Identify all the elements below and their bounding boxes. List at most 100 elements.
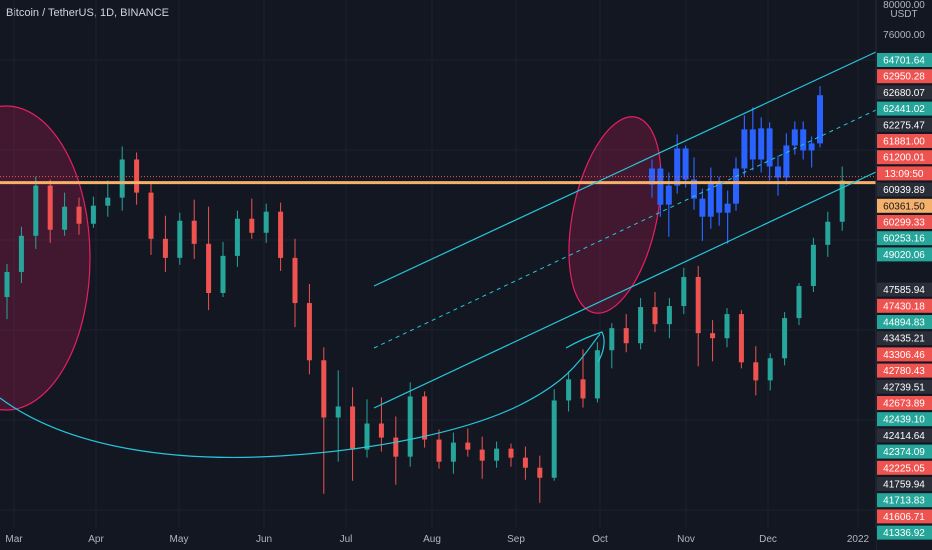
candle bbox=[465, 428, 471, 457]
candle bbox=[436, 429, 442, 469]
candle bbox=[796, 282, 802, 326]
candle bbox=[767, 353, 773, 391]
projection-candle bbox=[707, 167, 714, 229]
price-label: 60361.50 bbox=[877, 198, 932, 213]
price-labels: 64701.64 62950.28 62680.07 62441.02 62275.47… bbox=[877, 53, 932, 540]
price-label: 43435.21 bbox=[877, 331, 932, 346]
time-tick-label: Mar bbox=[5, 534, 23, 545]
candle bbox=[450, 432, 456, 474]
svg-text:41713.83: 41713.83 bbox=[883, 496, 925, 507]
highlight-ellipse-right bbox=[568, 116, 662, 314]
annotations bbox=[0, 51, 877, 458]
price-label: 64701.64 bbox=[877, 53, 932, 67]
price-label: 61881.00 bbox=[877, 134, 932, 148]
candle bbox=[839, 166, 845, 231]
svg-text:13:09:50: 13:09:50 bbox=[885, 169, 924, 180]
svg-text:61200.01: 61200.01 bbox=[883, 153, 925, 164]
projection-series bbox=[649, 86, 823, 244]
candle bbox=[263, 203, 269, 243]
candle bbox=[566, 371, 572, 412]
time-tick-label: Dec bbox=[759, 534, 777, 545]
candle bbox=[393, 416, 399, 485]
candle bbox=[76, 197, 82, 235]
candle bbox=[695, 265, 701, 367]
projection-candle bbox=[724, 190, 731, 244]
time-tick-label: May bbox=[170, 534, 189, 545]
time-tick-label: Aug bbox=[423, 534, 441, 545]
candle bbox=[234, 210, 240, 267]
candle bbox=[479, 436, 485, 479]
price-label: 42439.10 bbox=[877, 412, 932, 427]
candle bbox=[825, 211, 831, 257]
candle bbox=[638, 298, 644, 350]
candle bbox=[292, 238, 298, 328]
candle bbox=[90, 196, 96, 228]
candle bbox=[134, 152, 140, 205]
projection-candle bbox=[817, 86, 823, 148]
price-label: 41336.92 bbox=[877, 525, 932, 540]
highlight-ellipse-left bbox=[0, 105, 91, 411]
price-label: 42374.09 bbox=[877, 444, 932, 459]
svg-text:42374.09: 42374.09 bbox=[883, 447, 925, 458]
price-label: 41759.94 bbox=[877, 477, 932, 491]
time-axis[interactable]: Mar Apr May Jun Jul Aug Sep Oct Nov Dec 2022 bbox=[0, 528, 876, 550]
price-label: 47585.94 bbox=[877, 282, 932, 297]
svg-text:61881.00: 61881.00 bbox=[883, 137, 925, 148]
candle bbox=[724, 308, 730, 348]
time-tick-label: Oct bbox=[592, 534, 608, 545]
svg-text:47585.94: 47585.94 bbox=[883, 285, 925, 296]
price-label: 62441.02 bbox=[877, 101, 932, 116]
price-label: 41713.83 bbox=[877, 493, 932, 508]
hand-drawn-arrow bbox=[565, 331, 605, 363]
candle bbox=[422, 391, 428, 448]
svg-text:42673.89: 42673.89 bbox=[883, 399, 925, 410]
svg-text:42414.64: 42414.64 bbox=[883, 431, 925, 442]
projection-candle bbox=[775, 155, 781, 196]
candle bbox=[364, 399, 370, 458]
svg-text:42225.05: 42225.05 bbox=[883, 463, 925, 474]
price-label: 60253.16 bbox=[877, 231, 932, 246]
price-label: 61200.01 bbox=[877, 150, 932, 165]
price-label: 42225.05 bbox=[877, 460, 932, 475]
price-axis[interactable]: 80000.00 USDT 76000.00 64701.6462950.286… bbox=[875, 0, 932, 550]
price-label: 41606.71 bbox=[877, 509, 932, 524]
candle bbox=[33, 176, 39, 249]
price-label: 62680.07 bbox=[877, 85, 932, 100]
candle bbox=[407, 382, 413, 467]
candle bbox=[18, 226, 24, 283]
candle bbox=[378, 397, 384, 452]
price-label: 60939.89 bbox=[877, 182, 932, 197]
price-label: 60299.33 bbox=[877, 215, 932, 229]
svg-text:47430.18: 47430.18 bbox=[883, 301, 925, 312]
candle bbox=[623, 314, 629, 353]
projection-candle bbox=[657, 165, 664, 217]
svg-text:60939.89: 60939.89 bbox=[883, 185, 925, 196]
candle bbox=[220, 241, 226, 298]
candle bbox=[508, 443, 514, 467]
time-tick-2022: 2022 bbox=[847, 534, 870, 545]
svg-text:41336.92: 41336.92 bbox=[883, 528, 925, 539]
time-tick-label: Jun bbox=[256, 534, 272, 545]
time-tick-label: Apr bbox=[88, 534, 104, 545]
symbol-title: Bitcoin / TetherUS, 1D, BINANCE bbox=[6, 7, 170, 19]
svg-text:43435.21: 43435.21 bbox=[883, 334, 925, 345]
candle bbox=[609, 323, 615, 369]
time-tick-label: Nov bbox=[677, 534, 695, 545]
price-tick-76000: 76000.00 bbox=[883, 30, 925, 41]
svg-text:62441.02: 62441.02 bbox=[883, 104, 925, 115]
candle-series bbox=[4, 146, 845, 503]
svg-text:42739.51: 42739.51 bbox=[883, 382, 925, 393]
projection-candle bbox=[716, 176, 723, 226]
projection-candle bbox=[808, 136, 815, 168]
candle bbox=[148, 183, 154, 255]
time-tick-label: Jul bbox=[340, 534, 353, 545]
candle bbox=[119, 146, 125, 211]
projection-candle bbox=[800, 121, 807, 160]
price-label: 42673.89 bbox=[877, 396, 932, 410]
price-label: 42780.43 bbox=[877, 363, 932, 378]
svg-text:42780.43: 42780.43 bbox=[883, 366, 925, 377]
svg-text:41606.71: 41606.71 bbox=[883, 512, 925, 523]
svg-text:64701.64: 64701.64 bbox=[883, 56, 925, 67]
projection-candle bbox=[783, 133, 790, 185]
